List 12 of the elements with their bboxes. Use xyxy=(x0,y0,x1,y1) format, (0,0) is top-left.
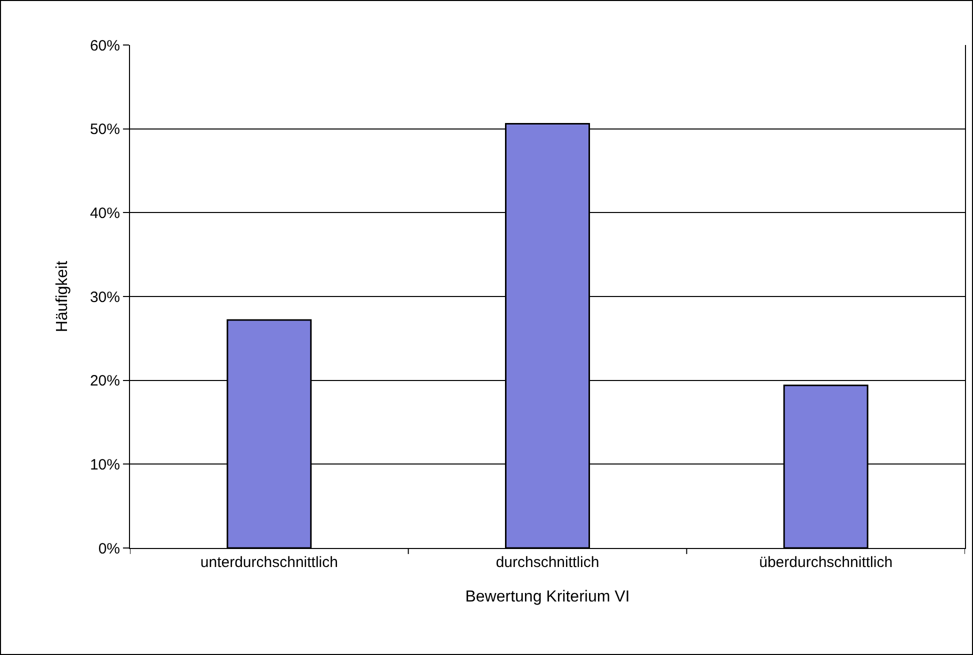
y-tick-label: 0% xyxy=(98,540,120,558)
x-tick-label: durchschnittlich xyxy=(496,554,600,571)
y-tick-label: 60% xyxy=(90,37,120,54)
y-axis-title: Häufigkeit xyxy=(54,260,71,332)
y-tick-label: 10% xyxy=(90,456,120,474)
x-tick-label: unterdurchschnittlich xyxy=(200,554,338,571)
y-tick-label: 30% xyxy=(90,288,120,306)
y-tick-label: 40% xyxy=(90,204,120,222)
x-axis-title: Bewertung Kriterium VI xyxy=(465,588,630,606)
x-tick-label: überdurchschnittlich xyxy=(759,554,893,571)
y-tick-label: 20% xyxy=(90,372,120,390)
y-tick-label: 50% xyxy=(90,121,120,138)
